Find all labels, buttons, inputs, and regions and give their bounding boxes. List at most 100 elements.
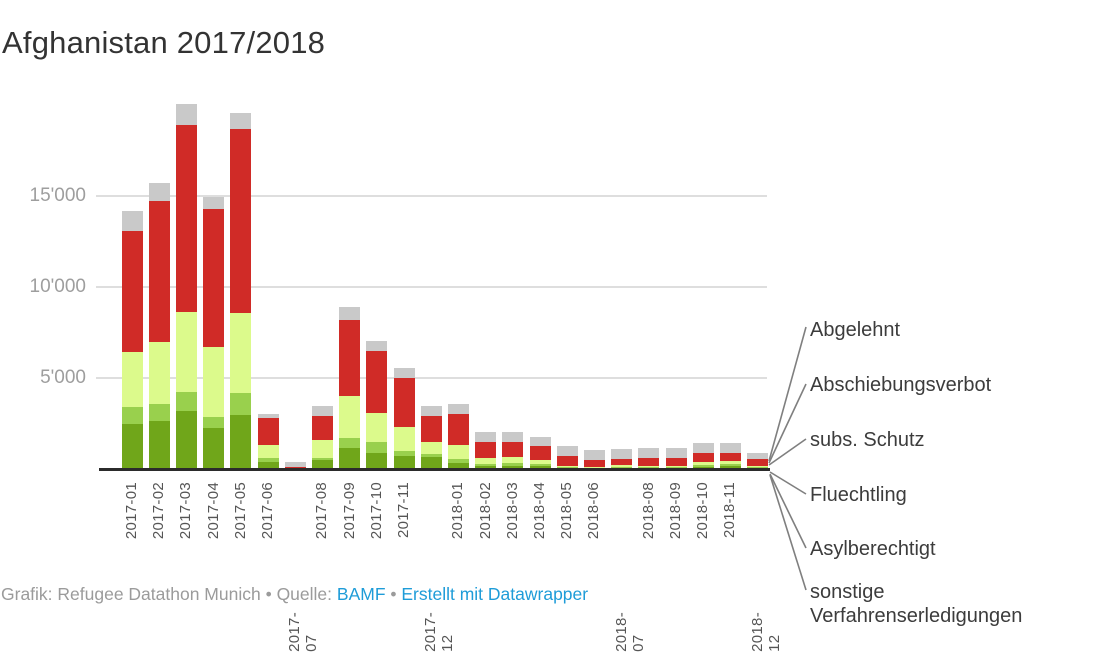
- bar-segment-sonstige-verfahrenserledigungen[interactable]: [502, 431, 524, 443]
- bar-segment-subs-schutz[interactable]: [339, 438, 361, 449]
- bar-segment-subs-schutz[interactable]: [447, 459, 469, 463]
- bar-segment-fluechtling[interactable]: [475, 466, 497, 469]
- bar-segment-fluechtling[interactable]: [230, 415, 252, 469]
- bar-segment-subs-schutz[interactable]: [747, 466, 769, 468]
- bar-segment-sonstige-verfahrenserledigungen[interactable]: [393, 368, 415, 379]
- bar-segment-sonstige-verfahrenserledigungen[interactable]: [203, 197, 225, 210]
- bar-segment-sonstige-verfahrenserledigungen[interactable]: [583, 450, 605, 461]
- bar-segment-fluechtling[interactable]: [203, 428, 225, 469]
- bar-segment-abgelehnt[interactable]: [284, 467, 306, 468]
- bar-segment-sonstige-verfahrenserledigungen[interactable]: [366, 341, 388, 352]
- bar-segment-abgelehnt[interactable]: [339, 320, 361, 397]
- bar-segment-abschiebungsverbot[interactable]: [420, 442, 442, 455]
- bar-segment-sonstige-verfahrenserledigungen[interactable]: [747, 452, 769, 459]
- bar-segment-sonstige-verfahrenserledigungen[interactable]: [719, 443, 741, 454]
- bar-segment-subs-schutz[interactable]: [475, 464, 497, 467]
- bar-segment-abschiebungsverbot[interactable]: [311, 440, 333, 459]
- bar-segment-abschiebungsverbot[interactable]: [230, 313, 252, 394]
- bar-segment-abgelehnt[interactable]: [366, 351, 388, 414]
- bar-segment-abgelehnt[interactable]: [475, 442, 497, 459]
- bar-segment-fluechtling[interactable]: [502, 466, 524, 469]
- bar-segment-subs-schutz[interactable]: [665, 466, 687, 468]
- bar-segment-fluechtling[interactable]: [393, 456, 415, 469]
- bar-segment-abschiebungsverbot[interactable]: [121, 352, 143, 408]
- bar-segment-sonstige-verfahrenserledigungen[interactable]: [611, 448, 633, 459]
- bar-segment-abschiebungsverbot[interactable]: [203, 347, 225, 418]
- bar-segment-abschiebungsverbot[interactable]: [719, 461, 741, 465]
- bar-segment-abschiebungsverbot[interactable]: [529, 460, 551, 465]
- bar-segment-abgelehnt[interactable]: [556, 456, 578, 467]
- bar-segment-abschiebungsverbot[interactable]: [148, 342, 170, 405]
- bar-segment-abgelehnt[interactable]: [502, 442, 524, 458]
- bar-segment-abgelehnt[interactable]: [148, 201, 170, 343]
- datawrapper-credit-link[interactable]: Erstellt mit Datawrapper: [401, 584, 589, 604]
- bar-segment-sonstige-verfahrenserledigungen[interactable]: [230, 113, 252, 130]
- bar-segment-sonstige-verfahrenserledigungen[interactable]: [284, 462, 306, 468]
- bar-segment-subs-schutz[interactable]: [502, 463, 524, 467]
- bar-segment-abgelehnt[interactable]: [393, 378, 415, 428]
- bar-segment-abgelehnt[interactable]: [747, 458, 769, 466]
- bar-segment-abgelehnt[interactable]: [692, 452, 714, 462]
- bar-segment-abschiebungsverbot[interactable]: [747, 465, 769, 467]
- bar-segment-subs-schutz[interactable]: [366, 442, 388, 454]
- bar-segment-abgelehnt[interactable]: [311, 416, 333, 441]
- bar-segment-subs-schutz[interactable]: [230, 393, 252, 416]
- bar-segment-sonstige-verfahrenserledigungen[interactable]: [665, 448, 687, 458]
- bar-segment-sonstige-verfahrenserledigungen[interactable]: [175, 104, 197, 126]
- bar-segment-fluechtling[interactable]: [311, 460, 333, 469]
- bar-segment-abgelehnt[interactable]: [529, 446, 551, 461]
- bar-segment-sonstige-verfahrenserledigungen[interactable]: [311, 405, 333, 417]
- bar-segment-fluechtling[interactable]: [692, 466, 714, 469]
- bar-segment-abgelehnt[interactable]: [230, 129, 252, 314]
- bar-segment-abgelehnt[interactable]: [583, 460, 605, 468]
- bar-segment-fluechtling[interactable]: [121, 424, 143, 469]
- bar-segment-fluechtling[interactable]: [339, 448, 361, 469]
- bar-segment-subs-schutz[interactable]: [257, 458, 279, 463]
- bar-segment-sonstige-verfahrenserledigungen[interactable]: [692, 442, 714, 453]
- bar-segment-fluechtling[interactable]: [366, 453, 388, 469]
- bar-segment-subs-schutz[interactable]: [121, 407, 143, 425]
- source-link[interactable]: BAMF: [336, 584, 386, 604]
- bar-segment-abschiebungsverbot[interactable]: [611, 464, 633, 467]
- bar-segment-abgelehnt[interactable]: [719, 453, 741, 462]
- bar-segment-sonstige-verfahrenserledigungen[interactable]: [420, 406, 442, 417]
- bar-segment-abschiebungsverbot[interactable]: [692, 461, 714, 465]
- bar-segment-subs-schutz[interactable]: [203, 417, 225, 429]
- bar-segment-fluechtling[interactable]: [148, 421, 170, 469]
- bar-segment-sonstige-verfahrenserledigungen[interactable]: [148, 183, 170, 202]
- bar-segment-sonstige-verfahrenserledigungen[interactable]: [447, 404, 469, 415]
- bar-segment-abgelehnt[interactable]: [203, 209, 225, 348]
- bar-segment-abgelehnt[interactable]: [447, 414, 469, 446]
- bar-segment-abgelehnt[interactable]: [257, 418, 279, 446]
- bar-segment-abschiebungsverbot[interactable]: [257, 445, 279, 459]
- bar-segment-subs-schutz[interactable]: [175, 392, 197, 412]
- bar-segment-fluechtling[interactable]: [529, 466, 551, 469]
- bar-segment-abgelehnt[interactable]: [638, 457, 660, 466]
- bar-segment-sonstige-verfahrenserledigungen[interactable]: [257, 413, 279, 419]
- bar-segment-fluechtling[interactable]: [447, 462, 469, 469]
- bar-segment-sonstige-verfahrenserledigungen[interactable]: [529, 437, 551, 447]
- bar-segment-abgelehnt[interactable]: [665, 457, 687, 466]
- bar-segment-abschiebungsverbot[interactable]: [366, 413, 388, 443]
- bar-segment-subs-schutz[interactable]: [638, 466, 660, 468]
- bar-segment-subs-schutz[interactable]: [692, 464, 714, 467]
- bar-segment-subs-schutz[interactable]: [420, 454, 442, 458]
- bar-segment-fluechtling[interactable]: [175, 411, 197, 469]
- bar-segment-abschiebungsverbot[interactable]: [638, 465, 660, 467]
- bar-segment-abschiebungsverbot[interactable]: [502, 457, 524, 464]
- bar-segment-sonstige-verfahrenserledigungen[interactable]: [475, 432, 497, 443]
- bar-segment-fluechtling[interactable]: [719, 466, 741, 469]
- bar-segment-fluechtling[interactable]: [257, 462, 279, 469]
- bar-segment-subs-schutz[interactable]: [311, 458, 333, 461]
- bar-segment-abschiebungsverbot[interactable]: [665, 465, 687, 467]
- bar-segment-abschiebungsverbot[interactable]: [475, 458, 497, 465]
- bar-segment-sonstige-verfahrenserledigungen[interactable]: [121, 211, 143, 231]
- bar-segment-abgelehnt[interactable]: [420, 416, 442, 443]
- bar-segment-subs-schutz[interactable]: [611, 466, 633, 468]
- bar-segment-abschiebungsverbot[interactable]: [339, 396, 361, 439]
- bar-segment-abgelehnt[interactable]: [175, 125, 197, 313]
- bar-segment-abschiebungsverbot[interactable]: [447, 445, 469, 460]
- bar-segment-subs-schutz[interactable]: [529, 464, 551, 467]
- bar-segment-abschiebungsverbot[interactable]: [556, 466, 578, 468]
- bar-segment-fluechtling[interactable]: [420, 457, 442, 469]
